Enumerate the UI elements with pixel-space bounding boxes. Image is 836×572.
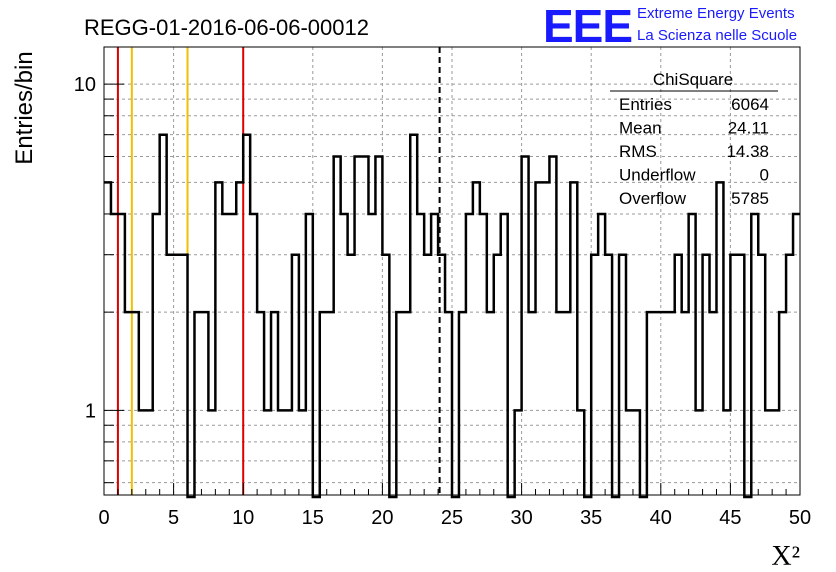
chart-title: REGG-01-2016-06-06-00012	[84, 15, 369, 40]
reference-lines	[116, 47, 441, 495]
x-axis-label: Χ²	[771, 541, 800, 572]
x-tick-label: 50	[789, 507, 811, 529]
y-axis-label: Entries/bin	[11, 51, 38, 164]
stats-rows: Entries 6064 Mean 24.11 RMS 14.38 Underflow 0 Ov…	[619, 95, 769, 208]
x-tick-label: 5	[168, 507, 179, 529]
stats-label: Entries	[619, 95, 672, 114]
stats-value: 24.11	[728, 119, 769, 138]
stats-title: ChiSquare	[653, 70, 733, 89]
stats-value: 14.38	[726, 142, 769, 161]
x-tick-label: 20	[371, 507, 393, 529]
x-tick-label: 45	[719, 507, 741, 529]
y-tick-label: 1	[85, 400, 96, 422]
stats-box: ChiSquare Entries 6064 Mean 24.11 RMS 14.38 Un…	[610, 70, 778, 208]
stats-label: Overflow	[619, 189, 687, 208]
stats-value: 5785	[731, 189, 769, 208]
eee-logo-mark: EEE	[543, 0, 632, 52]
x-tick-label: 0	[98, 507, 109, 529]
stats-value: 6064	[731, 95, 769, 114]
eee-logo: EEE Extreme Energy Events La Scienza nel…	[543, 0, 797, 52]
logo-line-1: Extreme Energy Events	[637, 5, 795, 22]
stats-value: 0	[760, 166, 769, 185]
x-tick-label: 10	[232, 507, 254, 529]
x-tick-label: 25	[441, 507, 463, 529]
y-tick-label: 10	[74, 74, 96, 96]
x-tick-label: 30	[510, 507, 532, 529]
x-tick-label: 15	[302, 507, 324, 529]
histogram-line	[104, 133, 800, 499]
stats-label: Mean	[619, 119, 662, 138]
x-tick-label: 40	[650, 507, 672, 529]
logo-line-2: La Scienza nelle Scuole	[637, 27, 797, 44]
x-tick-label: 35	[580, 507, 602, 529]
stats-label: Underflow	[619, 166, 696, 185]
stats-label: RMS	[619, 142, 657, 161]
axes: 0 5 10 15 20 25 30 35 40 45 50 1 10	[74, 74, 811, 529]
